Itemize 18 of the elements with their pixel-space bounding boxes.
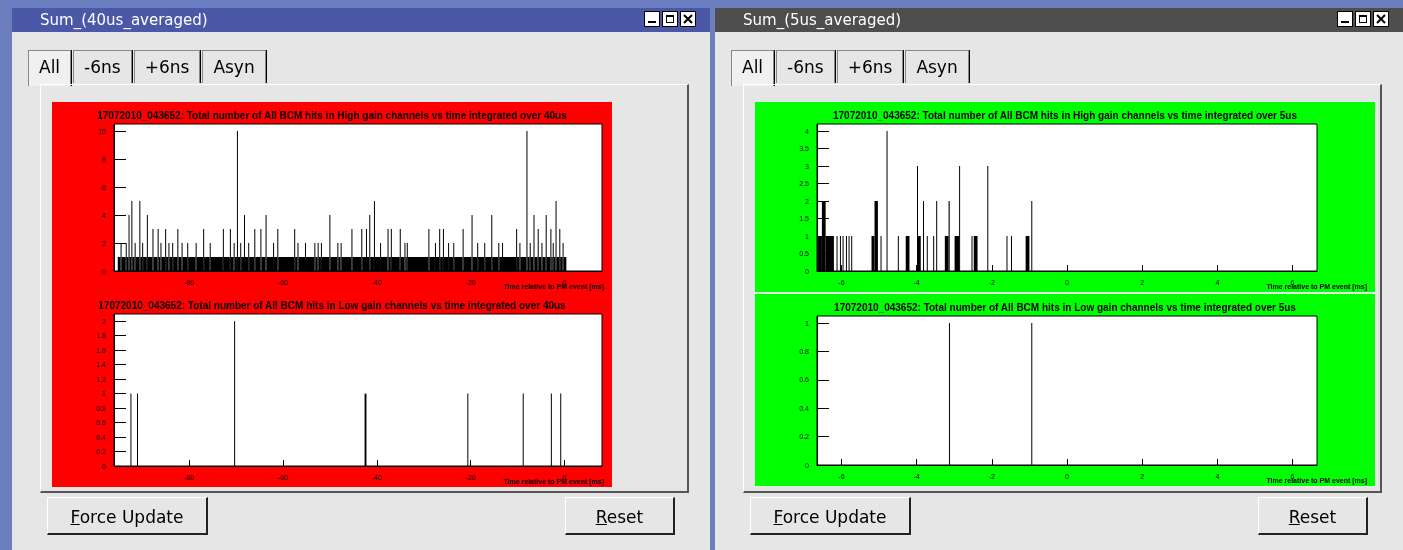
text: -6ns (73, 50, 132, 83)
chart-title: 17072010_043652: Total number of All BCM hits in High gain channels vs time integrated over 40us (97, 109, 568, 121)
chart-title: 17072010_043652: Total number of All BCM hits in Low gain channels vs time integrated over 5us (834, 301, 1297, 313)
text: Force Update (47, 497, 208, 535)
text: All (28, 50, 72, 86)
chart-title: 17072010_043652: Total number of All BCM hits in Low gain channels vs time integrated over 40us (98, 299, 567, 311)
text: Force Update (750, 497, 911, 535)
text: All (731, 50, 775, 86)
text: +6ns (836, 50, 904, 83)
text: Reset (565, 497, 675, 535)
text: +6ns (133, 50, 201, 83)
text: Sum_(40us_averaged) (40, 10, 208, 31)
text: -6ns (776, 50, 835, 83)
chart-title: 17072010_043652: Total number of All BCM hits in High gain channels vs time integrated over 5us (832, 109, 1298, 121)
text: Sum_(5us_averaged) (743, 10, 902, 31)
text: Asyn (202, 50, 266, 83)
text: Asyn (905, 50, 969, 83)
text: Reset (1258, 497, 1368, 535)
